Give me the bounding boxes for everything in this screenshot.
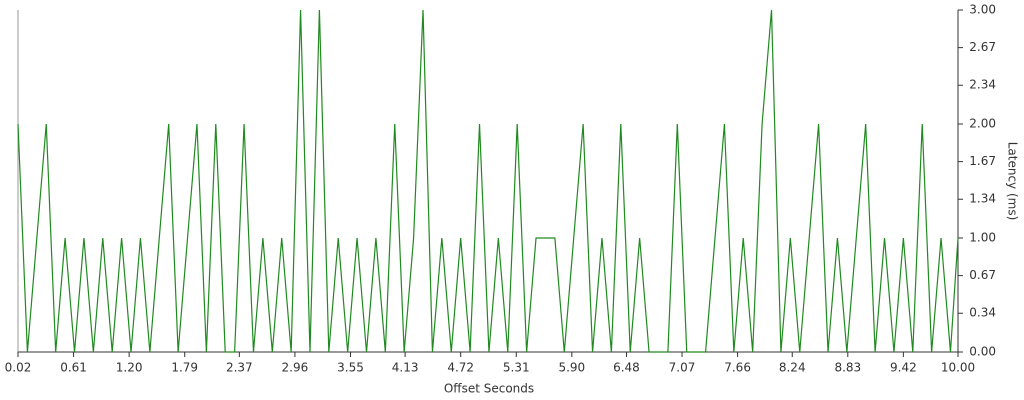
y-tick-label: 3.00 [969, 3, 996, 17]
latency-line [17, 9, 959, 353]
y-axis-title: Latency (ms) [1006, 142, 1020, 221]
x-tick-label: 1.20 [116, 361, 143, 375]
x-tick-label: 8.24 [779, 361, 806, 375]
y-tick-label: 0.67 [969, 268, 996, 282]
x-tick-label: 7.66 [724, 361, 751, 375]
y-tick-label: 1.34 [969, 192, 996, 206]
x-tick-label: 8.83 [834, 361, 861, 375]
x-tick-label: 2.37 [226, 361, 253, 375]
x-tick-label: 10.00 [941, 361, 975, 375]
y-tick-label: 0.00 [969, 345, 996, 359]
x-tick-label: 0.02 [5, 361, 32, 375]
x-tick-label: 5.90 [558, 361, 585, 375]
y-tick-label: 0.34 [969, 306, 996, 320]
x-tick-label: 4.72 [447, 361, 474, 375]
x-tick-label: 4.13 [392, 361, 419, 375]
y-tick-label: 2.00 [969, 117, 996, 131]
x-tick-label: 0.61 [60, 361, 87, 375]
x-tick-label: 1.79 [171, 361, 198, 375]
y-tick-label: 1.67 [969, 154, 996, 168]
y-tick-label: 2.34 [969, 78, 996, 92]
y-tick-label: 2.67 [969, 40, 996, 54]
x-tick-label: 5.31 [503, 361, 530, 375]
x-tick-label: 7.07 [669, 361, 696, 375]
x-axis-title: Offset Seconds [444, 382, 534, 396]
y-tick-label: 1.00 [969, 231, 996, 245]
x-tick-label: 3.55 [337, 361, 364, 375]
x-tick-label: 2.96 [282, 361, 309, 375]
x-tick-label: 9.42 [890, 361, 917, 375]
x-tick-label: 6.48 [613, 361, 640, 375]
